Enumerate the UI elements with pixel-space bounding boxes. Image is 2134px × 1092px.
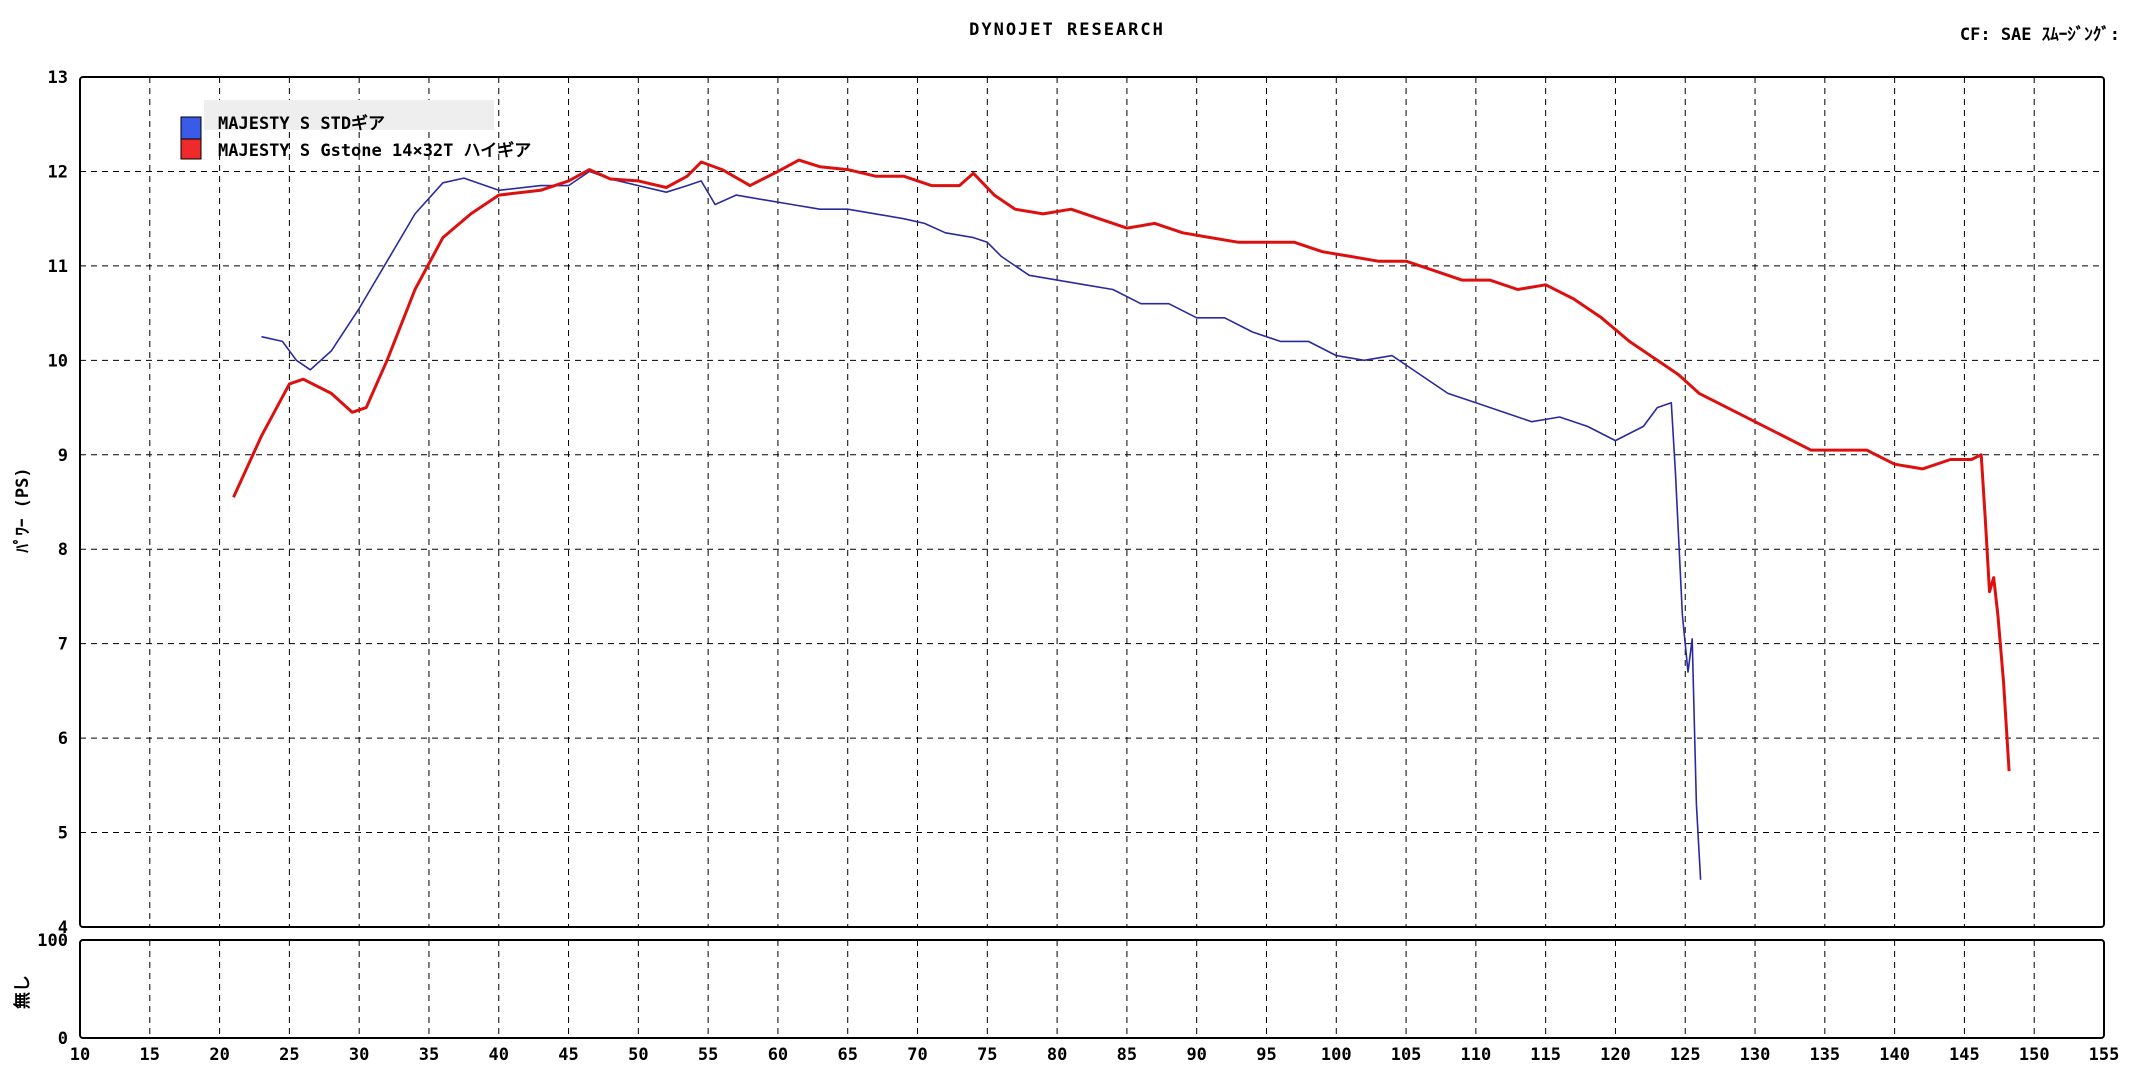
x-tick-label: 130 bbox=[1740, 1045, 1771, 1065]
x-tick-label: 100 bbox=[1321, 1045, 1352, 1065]
y-tick-label: 11 bbox=[48, 257, 68, 277]
x-tick-label: 125 bbox=[1670, 1045, 1701, 1065]
x-tick-label: 80 bbox=[1047, 1045, 1067, 1065]
x-tick-label: 110 bbox=[1461, 1045, 1492, 1065]
y-axis-label-secondary: 無し bbox=[12, 975, 33, 1009]
x-tick-label: 135 bbox=[1809, 1045, 1840, 1065]
y-tick-label: 6 bbox=[58, 729, 68, 749]
legend: MAJESTY S STDギア MAJESTY S Gstone 14×32T … bbox=[180, 100, 531, 161]
y-tick-label: 12 bbox=[48, 162, 68, 182]
x-tick-label: 30 bbox=[349, 1045, 369, 1065]
y-tick-label: 8 bbox=[58, 540, 68, 560]
y-tick-label: 5 bbox=[58, 824, 68, 844]
legend-background bbox=[204, 100, 494, 130]
y-tick-label: 4 bbox=[58, 918, 68, 938]
main-plot-frame bbox=[79, 76, 2105, 928]
legend-label-std: MAJESTY S STDギア bbox=[218, 114, 385, 134]
x-tick-label: 15 bbox=[140, 1045, 160, 1065]
x-tick-label: 60 bbox=[768, 1045, 788, 1065]
x-tick-label: 70 bbox=[907, 1045, 927, 1065]
legend-swatch-std bbox=[180, 116, 202, 140]
y-tick-label-secondary: 100 bbox=[37, 931, 68, 951]
series-line-highgear bbox=[232, 158, 2011, 772]
header-cf-smoothing: CF: SAE ｽﾑｰｼﾞﾝｸﾞ: bbox=[1959, 25, 2120, 45]
secondary-plot-frame bbox=[79, 939, 2105, 1039]
series-line-std bbox=[261, 170, 1702, 880]
x-tick-label: 75 bbox=[977, 1045, 997, 1065]
y-tick-label: 9 bbox=[58, 446, 68, 466]
y-axis-label-main: ﾊﾟﾜｰ (PS) bbox=[12, 467, 33, 553]
x-tick-label: 45 bbox=[558, 1045, 578, 1065]
x-tick-label: 55 bbox=[698, 1045, 718, 1065]
legend-label-highgear: MAJESTY S Gstone 14×32T ハイギア bbox=[218, 141, 531, 161]
x-tick-label: 10 bbox=[70, 1045, 90, 1065]
x-tick-label: 145 bbox=[1949, 1045, 1980, 1065]
x-tick-label: 85 bbox=[1117, 1045, 1137, 1065]
y-tick-label-secondary: 0 bbox=[58, 1029, 68, 1049]
x-tick-label: 105 bbox=[1391, 1045, 1422, 1065]
x-tick-label: 140 bbox=[1879, 1045, 1910, 1065]
y-tick-label: 10 bbox=[48, 351, 68, 371]
y-tick-label: 7 bbox=[58, 635, 68, 655]
x-tick-label: 150 bbox=[2019, 1045, 2050, 1065]
legend-swatch-highgear bbox=[180, 138, 202, 160]
x-tick-label: 35 bbox=[419, 1045, 439, 1065]
y-tick-label: 13 bbox=[48, 68, 68, 88]
x-tick-label: 50 bbox=[628, 1045, 648, 1065]
tick-labels: 10 15 20 25 30 35 40 45 50 55 60 65 70 75 80 85 90 95 100 1… bbox=[37, 68, 2119, 1065]
x-tick-label: 155 bbox=[2089, 1045, 2120, 1065]
main-grid bbox=[80, 77, 2104, 927]
chart-header-title: DYNOJET RESEARCH bbox=[969, 20, 1165, 40]
x-tick-label: 25 bbox=[279, 1045, 299, 1065]
x-tick-label: 115 bbox=[1530, 1045, 1561, 1065]
x-tick-label: 40 bbox=[489, 1045, 509, 1065]
x-tick-label: 95 bbox=[1256, 1045, 1276, 1065]
x-tick-label: 90 bbox=[1186, 1045, 1206, 1065]
x-tick-label: 20 bbox=[209, 1045, 229, 1065]
x-tick-label: 65 bbox=[837, 1045, 857, 1065]
x-tick-label: 120 bbox=[1600, 1045, 1631, 1065]
secondary-grid bbox=[149, 940, 2035, 1038]
series-layer bbox=[232, 158, 2011, 880]
